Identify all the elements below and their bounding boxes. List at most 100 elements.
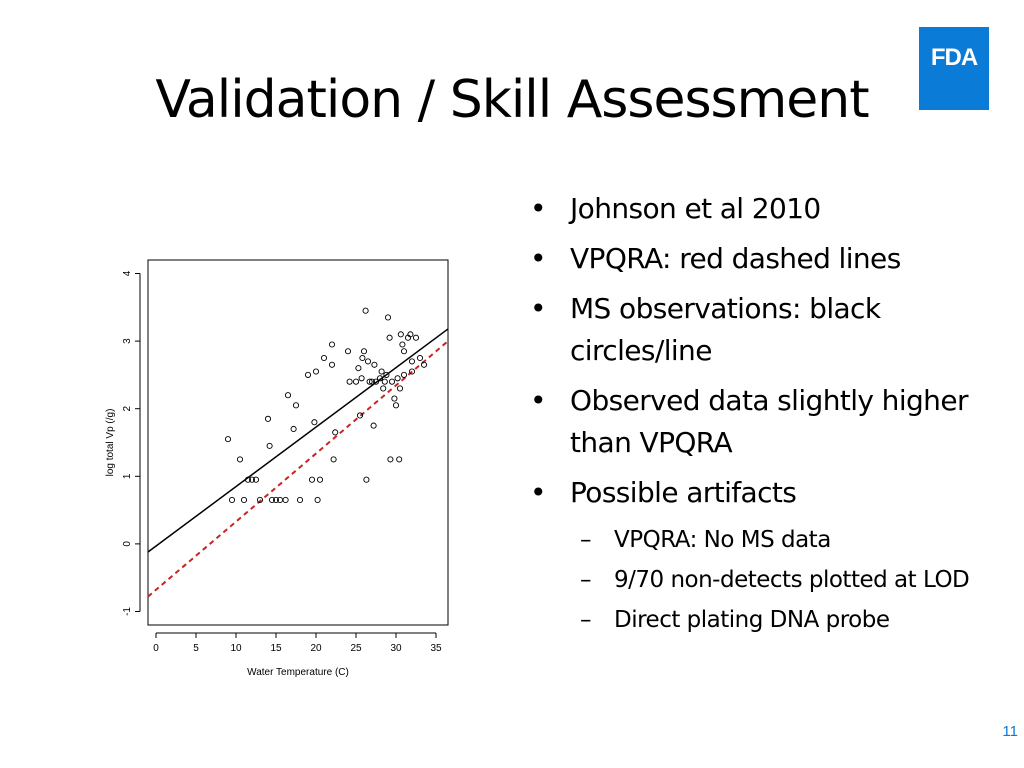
data-point	[264, 415, 272, 422]
observation-fit-line	[147, 328, 449, 553]
data-point	[399, 341, 406, 348]
data-point	[314, 496, 321, 504]
y-axis-label: log total Vp (/g)	[105, 409, 116, 477]
x-tick-label: 5	[193, 643, 199, 654]
data-point	[392, 402, 400, 409]
y-tick-label: -1	[122, 607, 133, 616]
data-point	[378, 368, 385, 375]
data-point	[282, 496, 289, 504]
x-tick-label: 25	[350, 643, 362, 654]
data-point	[371, 361, 378, 368]
plot-frame	[147, 259, 449, 626]
data-point	[408, 358, 416, 365]
data-point	[346, 378, 353, 385]
data-point	[228, 496, 236, 504]
data-point	[387, 456, 394, 463]
slide-title: Validation / Skill Assessment	[155, 70, 869, 130]
x-tick-label: 0	[153, 643, 159, 654]
data-point	[396, 456, 403, 463]
bullet-item: MS observations: black circles/line	[530, 288, 980, 372]
data-point	[256, 496, 264, 504]
data-point	[412, 334, 420, 341]
bullet-item: Johnson et al 2010	[530, 188, 980, 230]
y-tick-label: 2	[122, 405, 133, 411]
y-tick-label: 1	[122, 473, 133, 479]
fda-logo-text: FDA	[930, 44, 978, 71]
sub-bullet-item: 9/70 non-detects plotted at LOD	[530, 562, 980, 598]
x-tick-label: 20	[310, 643, 322, 654]
data-point	[330, 456, 337, 463]
data-point	[308, 476, 316, 483]
x-tick-label: 15	[270, 643, 282, 654]
data-point	[376, 375, 384, 382]
bullet-item: Possible artifacts	[530, 472, 980, 514]
data-point	[366, 378, 373, 385]
data-point	[356, 412, 364, 419]
data-point	[290, 425, 297, 433]
data-point	[368, 378, 376, 385]
bullet-list: Johnson et al 2010 VPQRA: red dashed line…	[530, 188, 980, 642]
bullet-item: Observed data slightly higher than VPQRA	[530, 380, 980, 464]
fda-logo: FDA	[919, 27, 989, 110]
data-point	[328, 341, 336, 348]
data-point	[408, 368, 416, 375]
data-point	[381, 378, 388, 385]
data-point	[332, 429, 339, 436]
data-point	[407, 331, 414, 338]
x-axis-label: Water Temperature (C)	[247, 667, 349, 678]
data-point	[284, 392, 292, 399]
x-tick-label: 30	[390, 643, 402, 654]
data-point	[244, 476, 252, 483]
data-point	[344, 348, 352, 355]
sub-bullet-item: Direct plating DNA probe	[530, 602, 980, 638]
data-point	[416, 354, 424, 362]
data-point	[391, 395, 398, 402]
data-point	[272, 496, 280, 504]
data-point	[224, 436, 232, 443]
data-point	[383, 371, 390, 378]
data-point	[360, 348, 368, 355]
data-point	[370, 422, 377, 429]
x-tick-label: 10	[230, 643, 242, 654]
data-point	[384, 314, 392, 321]
data-point	[364, 358, 372, 365]
data-point	[397, 331, 404, 338]
data-point	[268, 496, 276, 504]
y-tick-label: 4	[122, 270, 133, 276]
data-point	[396, 385, 404, 392]
data-point	[372, 378, 380, 385]
bullet-item: VPQRA: red dashed lines	[530, 238, 980, 280]
x-tick-label: 35	[430, 643, 442, 654]
data-point	[362, 307, 369, 314]
page-number: 11	[1002, 723, 1018, 740]
data-point	[266, 442, 273, 449]
data-point	[311, 419, 318, 426]
y-tick-label: 0	[122, 541, 133, 547]
data-point	[388, 378, 396, 385]
data-point	[400, 348, 408, 355]
data-point	[312, 368, 320, 375]
scatter-plot: 0 5 10 15 20 25 30 35 Water Temperature (C) -1 0 1 2…	[105, 259, 449, 678]
data-point	[394, 375, 401, 382]
data-point	[292, 402, 300, 409]
data-point	[320, 354, 328, 362]
vpqra-dashed-line	[147, 340, 449, 598]
data-point	[236, 456, 244, 463]
data-point	[363, 476, 370, 483]
data-point	[359, 354, 366, 362]
data-point	[304, 371, 312, 378]
data-point	[386, 334, 393, 341]
data-point	[316, 476, 324, 483]
data-point	[296, 496, 304, 504]
data-point	[380, 385, 387, 392]
data-point	[352, 378, 360, 385]
sub-bullet-item: VPQRA: No MS data	[530, 522, 980, 558]
y-tick-label: 3	[122, 338, 133, 344]
data-point	[328, 361, 336, 368]
data-point	[252, 476, 260, 483]
data-point	[358, 375, 365, 382]
data-point	[248, 476, 256, 483]
data-point	[240, 496, 248, 504]
data-point	[355, 365, 362, 372]
data-point	[420, 361, 428, 368]
